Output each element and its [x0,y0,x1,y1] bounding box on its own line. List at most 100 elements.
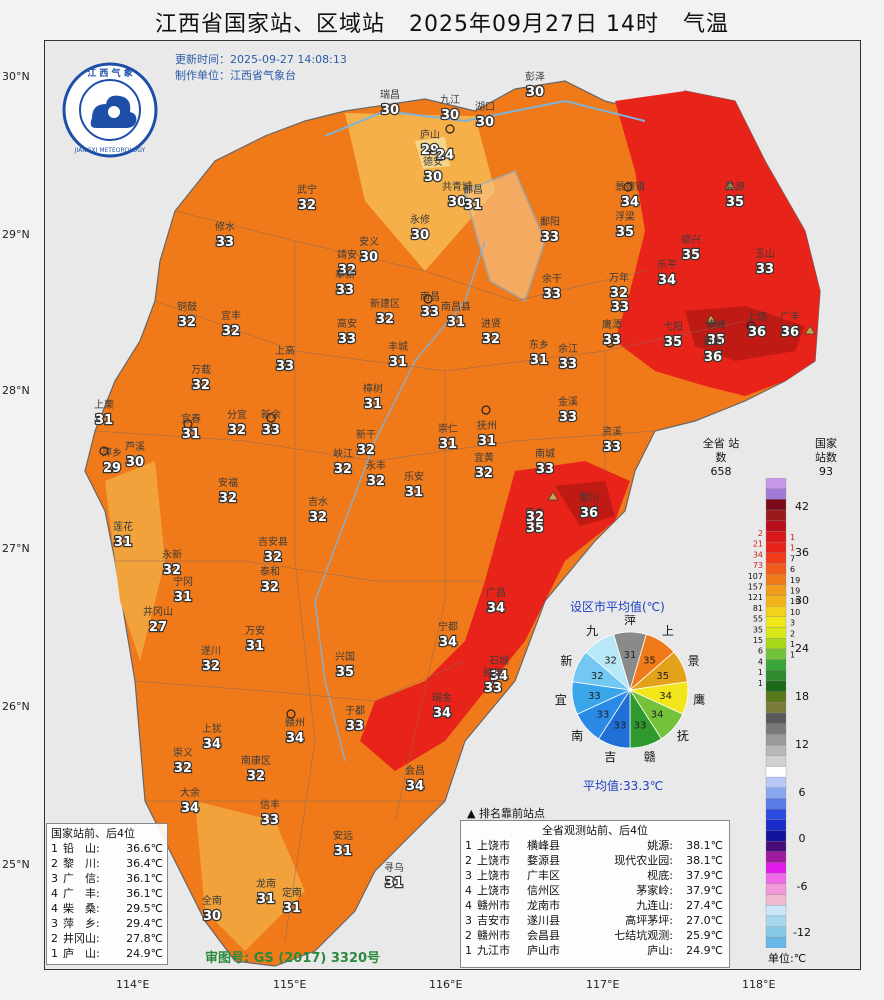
map-approval-number: 审图号: GS (2017) 3320号 [205,951,381,966]
station-value: 36 [748,325,766,340]
all-county: 会昌县 [527,929,560,942]
national-rank: 3 [51,917,58,930]
station-value: 32 [482,332,500,347]
station-name: 南昌 [420,290,440,303]
all-rank: 1 [465,944,472,957]
station-name: 新余 [261,408,281,421]
station-name: 安远 [333,829,353,842]
all-rank: 3 [465,914,472,927]
station-name: 樟树 [363,382,383,395]
national-v: 24.9℃ [126,947,163,960]
national-row: 2 黎 川: 36.4℃ [51,856,163,871]
station-name: 上高 [275,344,295,357]
colorbar-swatch [765,808,787,820]
lon-label: 116°E [429,978,463,991]
temperature-map: 瑞昌30九江30湖口30彭泽30庐山2924德安30武宁32共青城30都昌31修… [84,70,821,967]
station-value: 34 [490,669,508,684]
station-name: 都昌 [463,184,483,196]
all-site: 九连山: [636,899,673,912]
station-name: 黎川 [579,491,599,504]
colorbar-count-nat: 1 [790,651,795,660]
all-v: 25.9℃ [686,929,723,942]
colorbar-tick: 30 [795,594,809,607]
all-city: 九江市 [477,944,510,957]
station-name: 宜丰 [221,309,241,322]
station-value: 32 [228,423,246,438]
station-name: 上栗 [94,399,114,411]
station-name: 井冈山 [143,605,173,618]
station-value: 33 [756,262,774,277]
city-average-pie: 31 萍 35 上 35 景 34 鹰 34 抚 33 赣 33 吉 33 南 33 宜 32 新 32 九 [555,615,706,764]
national-name: 庐 山: [63,947,100,960]
station-name: 赣州 [285,716,305,729]
all-city: 吉安市 [477,914,510,927]
station-value: 36 [781,325,799,340]
national-rank: 4 [51,887,58,900]
colorbar-swatch [765,648,787,660]
lat-label: 25°N [2,858,30,871]
all-county: 庐山市 [527,944,560,957]
all-station-row: 2 赣州市 会昌县 七结坑观测: 25.9℃ [465,928,725,943]
national-v: 29.5℃ [126,902,163,915]
pie-slice-city: 吉 [604,750,616,764]
station-name: 乐安 [404,470,424,483]
colorbar-count-all: 81 [753,604,763,613]
station-name: 莲花 [113,520,133,533]
colorbar-count-all: 4 [758,657,763,666]
station-value: 31 [95,413,113,428]
colorbar-swatch [765,541,787,553]
station-name: 丰城 [388,340,408,353]
colorbar-swatch [765,766,787,778]
station-name: 上犹 [202,723,222,735]
station-value: 33 [261,813,279,828]
station-value: 35 [664,335,682,350]
station-name: 德安 [423,155,443,168]
station-value: 24 [436,148,454,163]
station-name: 赣县 [483,666,503,679]
all-rank: 2 [465,854,472,867]
national-row: 1 铅 山: 36.6℃ [51,841,163,856]
lon-label: 115°E [273,978,307,991]
all-rank: 4 [465,899,472,912]
national-rank: 2 [51,857,58,870]
station-value: 32 [222,324,240,339]
colorbar-count-all: 2 [758,529,763,538]
pie-average: 平均值:33.3℃ [583,779,664,793]
station-value: 35 [707,333,725,348]
station-name: 弋阳 [663,320,683,333]
colorbar-count-nat: 19 [790,597,800,606]
station-name: 新建区 [370,297,400,310]
all-v: 27.4℃ [686,899,723,912]
all-county: 婺源县 [527,854,560,867]
colorbar-count-nat: 7 [790,554,795,563]
station-name: 安福 [218,476,238,489]
pie-slice-value: 35 [656,671,669,682]
station-value: 31 [530,353,548,368]
yangtze-river [324,99,646,137]
national-rank: 2 [51,932,58,945]
station-name: 全南 [202,894,222,907]
map-frame: 瑞昌 30 九江 30 湖口 30 彭泽 30 庐山 29 24 德安 30 武宁 32 共青城 30 都昌 31 修… [44,40,861,970]
station-name: 乐平 [657,259,677,271]
station-name: 资溪 [602,426,622,438]
all-county: 信州区 [527,884,560,897]
all-county: 广丰区 [527,869,560,882]
station-value: 33 [484,681,502,696]
all-v: 38.1℃ [686,854,723,867]
colorbar-swatch [765,659,787,671]
national-v: 36.4℃ [126,857,163,870]
pie-slice-city: 抚 [677,729,689,743]
station-name: 寻乌 [384,861,404,874]
station-name: 宜黄 [474,451,494,464]
colorbar-nat-count: 93 [819,465,833,478]
station-value: 31 [439,437,457,452]
station-value: 30 [126,455,144,470]
national-row: 4 广 丰: 36.1℃ [51,886,163,901]
station-value: 35 [526,521,544,536]
mild-zone-north [345,113,495,271]
station-value: 34 [487,601,505,616]
national-v: 36.6℃ [126,842,163,855]
station-values: 瑞昌30九江30湖口30彭泽30庐山2924德安30武宁32共青城30都昌31修… [94,70,801,925]
national-v: 36.1℃ [126,872,163,885]
colorbar-count-all: 15 [753,636,763,645]
